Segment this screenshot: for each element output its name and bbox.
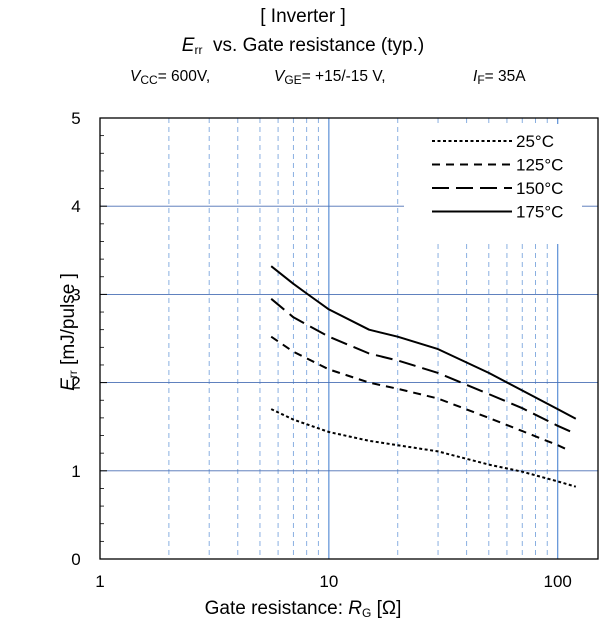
if-var: I <box>473 68 478 85</box>
y-tick-label: 4 <box>71 197 80 216</box>
legend-label: 175°C <box>516 203 563 222</box>
chart-title: [ Inverter ] <box>260 6 346 27</box>
subtitle-sub: rr <box>194 43 203 57</box>
y-tick-label: 0 <box>71 550 80 569</box>
y-tick-label: 5 <box>71 109 80 128</box>
legend-label: 25°C <box>516 132 554 151</box>
legend-label: 125°C <box>516 156 563 175</box>
condition-vcc: VCC= 600V, <box>130 68 210 87</box>
vcc-var: V <box>130 68 141 85</box>
chart-subtitle: Err vs. Gate resistance (typ.) <box>0 35 606 57</box>
series-line-175C <box>270 265 577 420</box>
x-tick-label: 100 <box>544 572 572 591</box>
plot-frame <box>99 117 599 560</box>
x-axis-label: Gate resistance: RG [Ω] <box>0 598 606 620</box>
condition-if: IF= 35A <box>473 68 526 87</box>
legend-box <box>404 124 582 244</box>
series-lines <box>270 265 577 488</box>
xlabel-sub: G <box>361 606 372 620</box>
vge-value: = +15/-15 V, <box>301 68 386 85</box>
x-tick-label: 10 <box>319 572 338 591</box>
xlabel-var: R <box>348 598 362 619</box>
y-tick-label: 2 <box>71 374 80 393</box>
vge-sub: GE <box>284 73 302 87</box>
subtitle-var: E <box>181 35 195 56</box>
if-value: = 35A <box>484 68 526 85</box>
xlabel-unit: [Ω] <box>376 598 402 619</box>
if-sub: F <box>477 73 485 87</box>
condition-vge: VGE= +15/-15 V, <box>274 68 386 87</box>
x-tick-label: 1 <box>95 572 104 591</box>
vcc-value: = 600V, <box>157 68 211 85</box>
y-tick-label: 3 <box>71 285 80 304</box>
vge-var: V <box>274 68 285 85</box>
legend-label: 150°C <box>516 179 563 198</box>
y-tick-label: 1 <box>71 462 80 481</box>
vcc-sub: CC <box>140 73 158 87</box>
series-line-25C <box>270 408 577 488</box>
subtitle-rest: vs. Gate resistance (typ.) <box>213 35 425 56</box>
series-line-125C <box>270 335 568 451</box>
series-line-150C <box>270 298 577 435</box>
xlabel-text: Gate resistance: <box>204 598 349 619</box>
legend: 25°C 125°C 150°C 175°C <box>404 124 582 244</box>
